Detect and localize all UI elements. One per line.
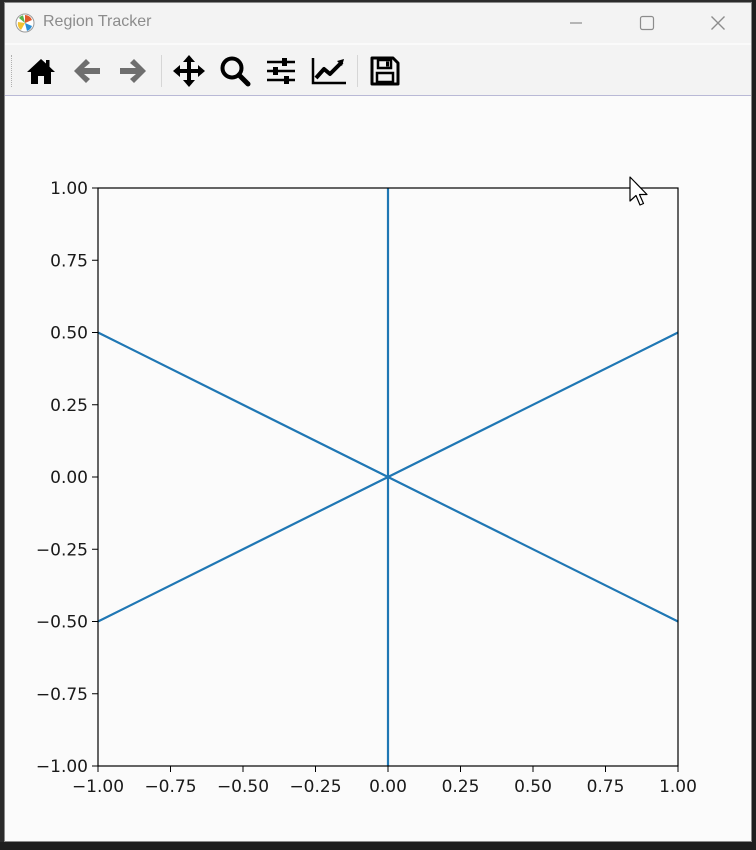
x-tick-label: −1.00 — [72, 777, 124, 797]
x-tick-label: −0.50 — [217, 777, 269, 797]
matplotlib-icon — [15, 13, 35, 33]
series-line-3 — [97, 331, 679, 623]
home-icon — [27, 59, 55, 84]
y-tick-label: 0.25 — [50, 396, 88, 416]
y-tick-label: 0.75 — [50, 251, 88, 271]
zoom-icon — [220, 56, 251, 87]
y-tick-label: −0.75 — [36, 685, 88, 705]
mouse-cursor-icon — [629, 176, 648, 206]
x-tick-label: −0.25 — [289, 777, 341, 797]
close-icon — [711, 16, 725, 30]
y-tick-label: −0.25 — [36, 540, 88, 560]
x-tick-label: 1.00 — [659, 777, 697, 797]
background-terminal-strip — [0, 842, 756, 850]
y-tick-label: −1.00 — [36, 757, 88, 777]
minimize-button[interactable] — [553, 3, 599, 43]
x-tick-label: −0.75 — [144, 777, 196, 797]
save-icon — [370, 56, 400, 86]
customize-button[interactable] — [311, 54, 347, 88]
move-icon — [173, 55, 205, 87]
back-button[interactable] — [69, 54, 105, 88]
zoom-button[interactable] — [217, 54, 253, 88]
sliders-icon — [267, 58, 295, 84]
app-window: Region Tracker — [4, 2, 752, 842]
x-tick-label: 0.00 — [369, 777, 407, 797]
line-chart[interactable]: −1.00 −0.75 −0.50 −0.25 0.00 0.25 0.50 0.75 1.00… — [5, 96, 752, 842]
maximize-icon — [639, 15, 655, 31]
toolbar-grip[interactable] — [11, 55, 16, 87]
y-tick-label: 0.50 — [50, 324, 88, 344]
arrow-left-icon — [74, 59, 100, 83]
x-tick-label: 0.50 — [514, 777, 552, 797]
home-button[interactable] — [23, 54, 59, 88]
toolbar-separator — [161, 55, 162, 87]
line-chart-icon — [311, 58, 346, 85]
window-title: Region Tracker — [43, 13, 152, 30]
title-bar[interactable]: Region Tracker — [5, 3, 751, 43]
y-tick-label: 1.00 — [50, 179, 88, 199]
figure-canvas[interactable]: −1.00 −0.75 −0.50 −0.25 0.00 0.25 0.50 0.75 1.00… — [5, 96, 752, 842]
close-button[interactable] — [695, 3, 741, 43]
subplots-button[interactable] — [263, 54, 299, 88]
forward-button[interactable] — [115, 54, 151, 88]
arrow-right-icon — [120, 59, 146, 83]
save-button[interactable] — [367, 54, 403, 88]
x-axis-ticks: −1.00 −0.75 −0.50 −0.25 0.00 0.25 0.50 0.75 1.00 — [72, 766, 697, 797]
navigation-toolbar — [5, 45, 751, 96]
x-tick-label: 0.75 — [587, 777, 625, 797]
x-tick-label: 0.25 — [442, 777, 480, 797]
y-tick-label: −0.50 — [36, 613, 88, 633]
pan-button[interactable] — [171, 54, 207, 88]
maximize-button[interactable] — [624, 3, 670, 43]
y-tick-label: 0.00 — [50, 468, 88, 488]
y-axis-ticks: −1.00 −0.75 −0.50 −0.25 0.00 0.25 0.50 0.75 1.00 — [36, 179, 98, 777]
toolbar-separator — [357, 55, 358, 87]
minimize-icon — [570, 22, 582, 24]
background-terminal-edge — [752, 0, 756, 850]
series-layer — [97, 188, 679, 766]
